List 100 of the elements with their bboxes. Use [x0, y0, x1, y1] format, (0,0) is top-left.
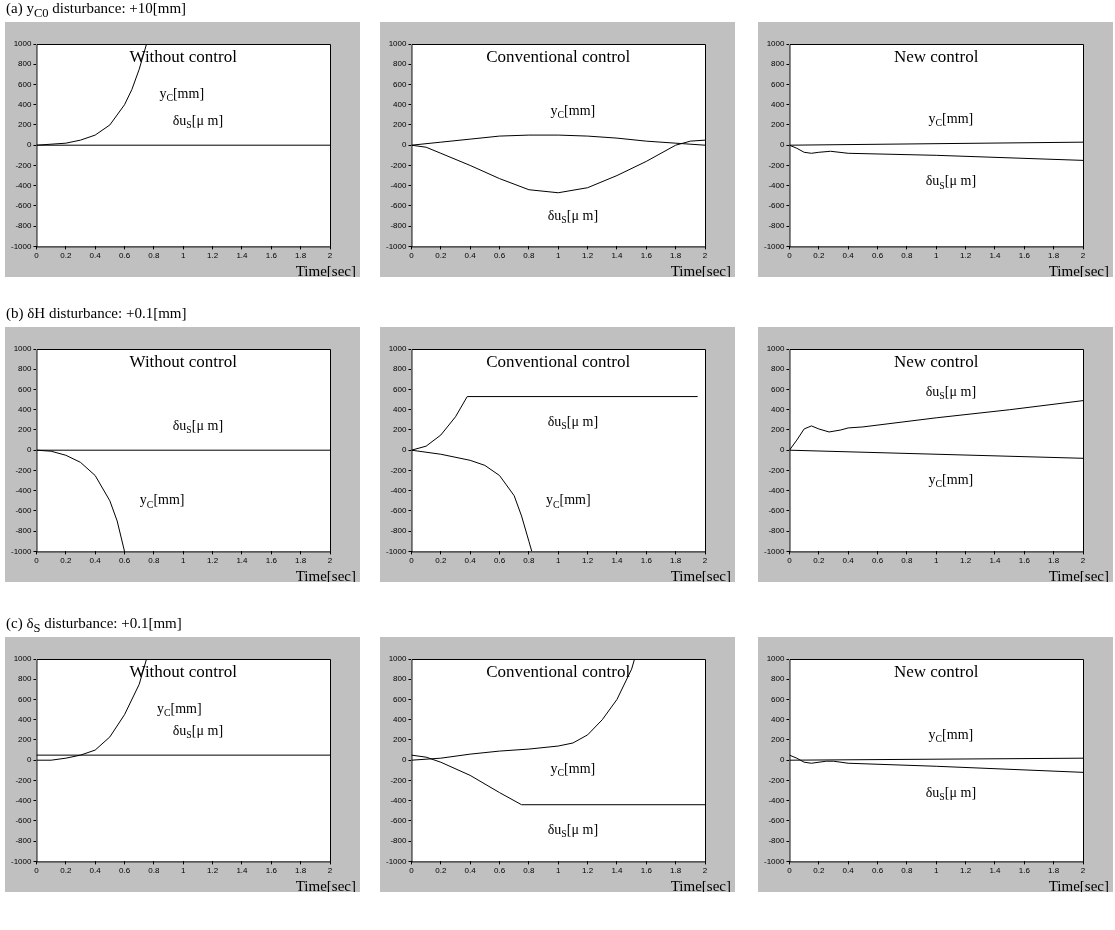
- y-tick-label: -600: [768, 816, 786, 826]
- x-tick-label: 0.2: [60, 866, 72, 876]
- y-tick-label: -600: [768, 506, 786, 516]
- y-tick-label: -400: [15, 795, 33, 805]
- y-tick-label: 800: [393, 674, 407, 684]
- y-tick-label: -200: [768, 465, 786, 475]
- x-tick-label: 1.8: [670, 556, 682, 566]
- y-tick-label: -1000: [10, 546, 32, 556]
- y-tick-label: -600: [390, 201, 408, 211]
- y-tick-label: 600: [393, 384, 407, 394]
- x-tick-label: 1: [934, 866, 939, 876]
- y-tick-label: 800: [18, 59, 32, 69]
- x-tick-label: 0.6: [493, 866, 506, 876]
- y-tick-label: 200: [18, 425, 32, 435]
- y-tick-label: -200: [390, 775, 408, 785]
- y-tick-label: 1000: [766, 39, 786, 49]
- x-tick-label: 1.4: [989, 556, 1002, 566]
- x-tick-label: 0.6: [118, 866, 131, 876]
- x-tick-label: 0.6: [493, 556, 506, 566]
- x-tick-label: 2: [702, 866, 708, 876]
- y-tick-label: 800: [18, 674, 32, 684]
- x-tick-label: 1.8: [1048, 866, 1060, 876]
- x-tick-label: 2: [327, 251, 333, 261]
- x-tick-label: 1.4: [236, 866, 249, 876]
- x-tick-label: 2: [1080, 866, 1086, 876]
- x-tick-label: 0.8: [523, 556, 535, 566]
- x-tick-label: 2: [327, 556, 333, 566]
- y-tick-label: -800: [15, 526, 33, 536]
- y-tick-label: 0: [27, 755, 33, 765]
- y-tick-label: -800: [768, 221, 786, 231]
- y-tick-label: 400: [393, 714, 407, 724]
- x-tick-label: 0.2: [813, 556, 825, 566]
- y-tick-label: 0: [27, 445, 33, 455]
- x-tick-label: 0.4: [464, 251, 477, 261]
- x-tick-label: 0.6: [871, 556, 884, 566]
- x-tick-label: 1: [556, 866, 561, 876]
- x-tick-label: 1.8: [670, 251, 682, 261]
- y-tick-label: -200: [15, 465, 33, 475]
- y-tick-label: 400: [18, 99, 32, 109]
- x-tick-label: 1.6: [640, 251, 653, 261]
- x-tick-label: 0.8: [148, 556, 160, 566]
- y-tick-label: -400: [768, 180, 786, 190]
- y-tick-label: -800: [15, 836, 33, 846]
- y-tick-label: 1000: [766, 344, 786, 354]
- x-tick-label: 0.6: [493, 251, 506, 261]
- x-tick-label: 0.8: [901, 556, 913, 566]
- x-tick-label: 1.4: [989, 251, 1002, 261]
- y-tick-label: -600: [768, 201, 786, 211]
- y-tick-label: -400: [768, 795, 786, 805]
- chart-subtitle: (c) δ$_{S}$ disturbance: +0.1[mm]: [6, 615, 182, 636]
- x-tick-label: 0.4: [89, 556, 102, 566]
- y-tick-label: 600: [771, 694, 785, 704]
- x-tick-label: 1: [934, 556, 939, 566]
- y-tick-label: 400: [393, 99, 407, 109]
- y-tick-label: -400: [15, 485, 33, 495]
- x-tick-label: 1.2: [207, 866, 219, 876]
- y-tick-label: -600: [15, 201, 33, 211]
- x-tick-label: 1: [181, 251, 186, 261]
- y-tick-label: 400: [771, 99, 785, 109]
- x-tick-label: 1.6: [1018, 556, 1031, 566]
- x-tick-label: 0: [409, 866, 415, 876]
- x-tick-label: 1.4: [611, 556, 624, 566]
- x-tick-label: 0.6: [118, 251, 131, 261]
- y-tick-label: 800: [771, 364, 785, 374]
- y-tick-label: -600: [390, 506, 408, 516]
- x-tick-label: 0: [409, 556, 415, 566]
- y-tick-label: -1000: [10, 856, 32, 866]
- y-tick-label: 1000: [13, 39, 33, 49]
- y-tick-label: 0: [402, 755, 408, 765]
- x-tick-label: 1.2: [582, 556, 594, 566]
- y-tick-label: 0: [780, 755, 786, 765]
- y-tick-label: 400: [771, 404, 785, 414]
- x-tick-label: 1.6: [1018, 866, 1031, 876]
- x-tick-label: 1.2: [582, 866, 594, 876]
- y-tick-label: -400: [390, 795, 408, 805]
- x-tick-label: 0.8: [523, 866, 535, 876]
- y-tick-label: -200: [15, 775, 33, 785]
- x-tick-label: 1: [556, 556, 561, 566]
- x-tick-label: 0.4: [842, 251, 855, 261]
- y-tick-label: -200: [390, 465, 408, 475]
- x-tick-label: 1.2: [960, 866, 972, 876]
- y-tick-label: 800: [393, 364, 407, 374]
- y-tick-label: -400: [15, 180, 33, 190]
- x-tick-label: 2: [702, 251, 708, 261]
- x-tick-label: 1.8: [295, 556, 307, 566]
- x-tick-label: 2: [1080, 556, 1086, 566]
- y-tick-label: -200: [768, 775, 786, 785]
- y-tick-label: 400: [18, 714, 32, 724]
- x-tick-label: 0: [787, 556, 793, 566]
- y-tick-label: 800: [393, 59, 407, 69]
- x-tick-label: 0: [787, 866, 793, 876]
- y-tick-label: 0: [27, 140, 33, 150]
- x-tick-label: 1: [934, 251, 939, 261]
- y-tick-label: 400: [18, 404, 32, 414]
- y-tick-label: 600: [393, 79, 407, 89]
- y-tick-label: -1000: [10, 241, 32, 251]
- y-tick-label: -400: [390, 180, 408, 190]
- x-tick-label: 1.6: [265, 556, 278, 566]
- x-tick-label: 1.4: [989, 866, 1002, 876]
- chart-title: Without control: [129, 662, 238, 682]
